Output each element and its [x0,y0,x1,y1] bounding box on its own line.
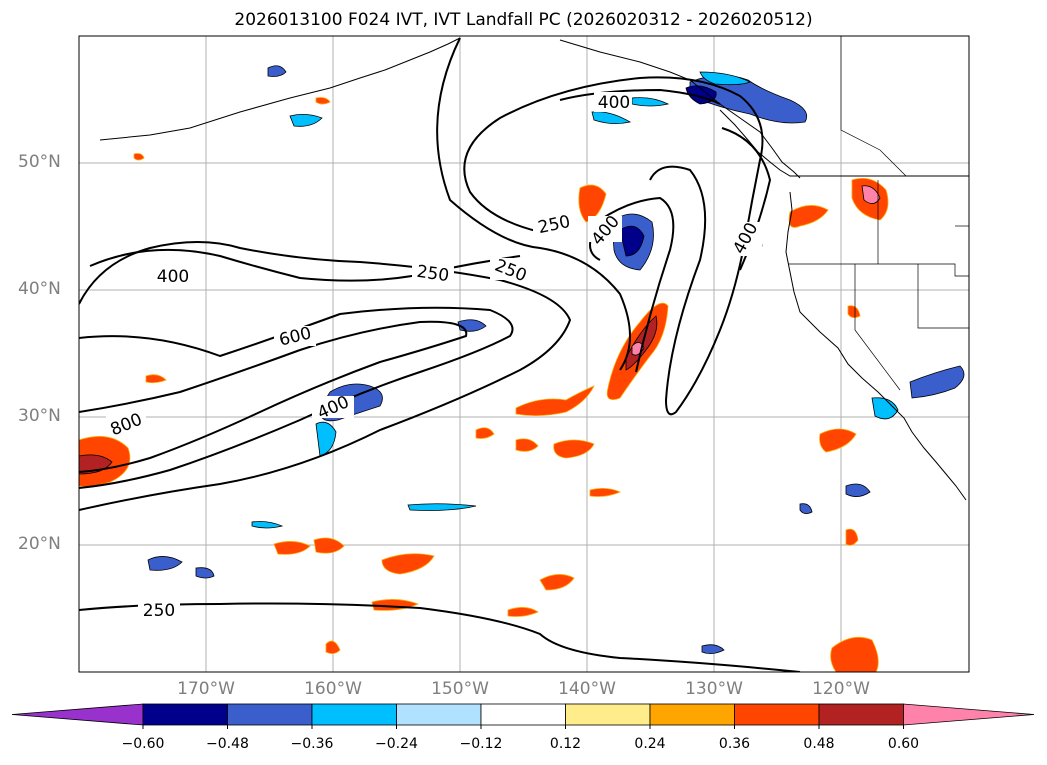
colorbar-label-5: −0.12 [459,736,503,752]
pc-blob-20 [315,97,331,105]
lat-label-30n: 30°N [18,406,61,426]
coast-bc [719,109,806,177]
pc-blob-3 [553,439,595,459]
colorbar-label-10: 0.60 [887,736,920,752]
pc-blob-15 [589,488,622,497]
colorbar-ticks [142,725,904,729]
colorbar-seg-1 [142,703,228,726]
pc-blob-19 [133,153,145,161]
colorbar-label-7: 0.24 [634,736,666,752]
colorbar-label-4: −0.24 [375,736,418,752]
colorbar-label-1: −0.60 [121,736,165,752]
lat-label-20n: 20°N [18,534,61,554]
contour-400-mid [89,248,521,282]
border-canada-alaska [840,36,907,177]
lon-label-130w: 130°W [685,679,743,699]
pc-blob-k [631,97,670,107]
colorbar-seg-3 [311,703,397,726]
colorbar-extend-high [903,703,1035,726]
gridlines [79,36,969,672]
pc-blob-2 [515,385,595,416]
pc-blob-california [909,365,965,399]
colorbar-seg-9 [818,703,904,726]
colorbar-seg-5 [480,703,566,726]
border-states-3 [917,264,969,329]
contour-label-6: 400 [157,267,189,287]
colorbar-seg-8 [734,703,820,726]
pc-blob-j [251,521,284,529]
pc-blob-13 [830,636,879,672]
pc-blob-f [701,644,725,654]
pc-blob-california-light [871,397,899,420]
colorbar-label-9: 0.48 [803,736,835,752]
pc-blob-9 [381,553,435,575]
colorbar-label-2: −0.48 [206,736,249,752]
colorbar-seg-7 [649,703,735,726]
lat-label-40n: 40°N [18,279,61,299]
pc-blob-mid-pacific-core [619,225,645,257]
pc-blob-l [799,503,813,514]
contour-label-11: 250 [143,601,175,621]
pc-blob-b [267,65,287,77]
pc-blob-oregon-core [861,185,881,204]
lon-label-170w: 170°W [177,679,235,699]
colorbar-label-6: 0.12 [549,736,582,752]
pc-blob-i [407,503,477,511]
lon-label-160w: 160°W [304,679,362,699]
contour-label-7: 250 [415,262,450,286]
pc-blob-c [147,556,183,571]
ivt-contours [79,37,801,672]
pc-blob-11 [539,574,575,591]
border-states-1 [788,263,969,277]
coast-alaska-peninsula [99,37,461,141]
pc-blob-1 [578,184,607,223]
map-frame [78,35,970,673]
contour-250-outer [79,241,572,511]
lon-label-140w: 140°W [558,679,616,699]
pc-blob-5 [475,427,495,439]
pc-blob-alaska-edge [699,71,751,86]
pc-blob-e [845,483,871,497]
colorbar-label-3: −0.36 [290,736,334,752]
lon-label-150w: 150°W [431,679,489,699]
colorbar-seg-2 [227,703,313,726]
map-title: 2026013100 F024 IVT, IVT Landfall PC (20… [234,10,813,30]
pc-blob-14 [325,640,341,654]
pc-blob-18 [847,305,861,318]
lon-label-120w: 120°W [812,679,870,699]
colorbar [11,703,1035,729]
contour-800 [79,320,468,473]
contour-label-bgs [106,92,762,620]
pc-blob-h [289,114,323,127]
pc-blob-17 [845,528,859,546]
pc-blob-12 [507,607,539,617]
pc-blob-7 [273,541,311,555]
contour-label-1: 400 [598,93,630,113]
contour-600 [79,306,514,489]
pc-blob-16 [145,374,167,384]
contour-250-arc [436,37,631,371]
pc-blob-6 [819,428,857,453]
coast-west-us [785,191,967,501]
pc-blob-d [195,567,215,579]
border-states-4 [854,264,901,391]
colorbar-seg-4 [396,703,482,726]
colorbar-label-8: 0.36 [718,736,751,752]
contour-labels: 400 250 250 400 400 400 250 600 800 400 … [108,93,763,621]
contour-250-south [79,602,801,672]
contour-400-top [559,88,721,105]
colorbar-seg-6 [565,703,651,726]
pc-blob-g [591,111,632,124]
colorbar-extend-low [11,703,144,726]
pc-blob-central-core [625,315,658,371]
lat-label-50n: 50°N [18,152,61,172]
pc-blob-4 [515,438,539,452]
pc-blob-washington [788,205,829,228]
pc-blob-8 [313,537,345,554]
